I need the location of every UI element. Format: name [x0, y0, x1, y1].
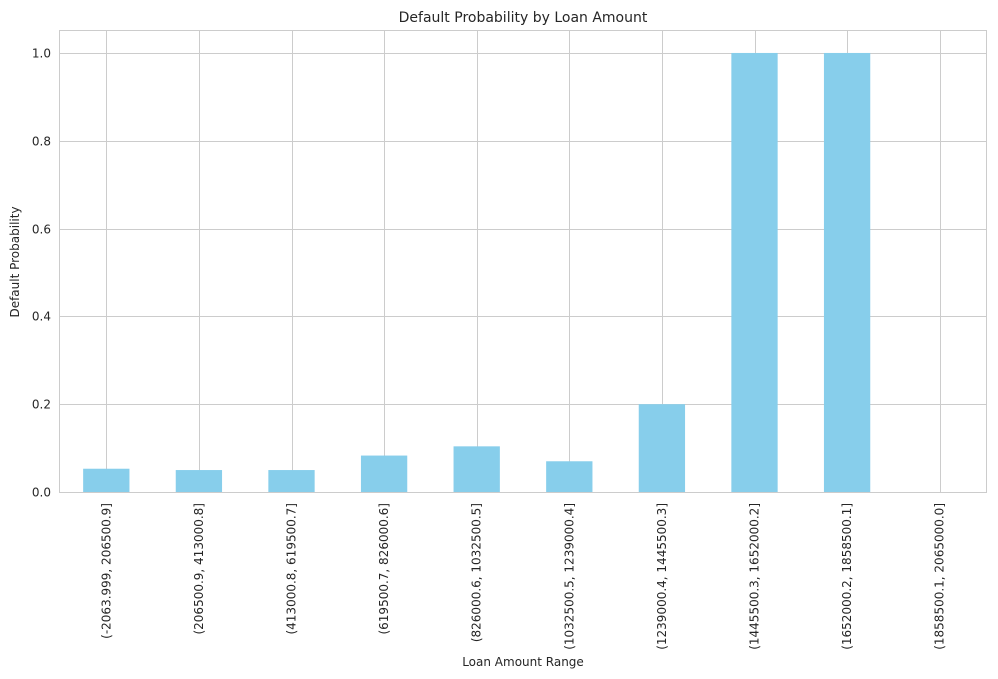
plot-frame [59, 30, 987, 493]
y-tick-labels: 0.0 0.2 0.4 0.6 0.8 1.0 [32, 47, 51, 500]
x-axis-label: Loan Amount Range [462, 655, 584, 669]
chart-title: Default Probability by Loan Amount [399, 10, 648, 26]
bar [175, 470, 223, 492]
y-tick-label: 0.2 [32, 398, 51, 412]
y-tick-label: 0.4 [32, 310, 51, 324]
x-tick-label: (1858500.1, 2065000.0] [933, 503, 947, 650]
x-tick-label: (1652000.2, 1858500.1] [840, 503, 854, 650]
x-tick-label: (1445500.3, 1652000.2] [748, 503, 762, 650]
bar [638, 404, 686, 492]
bar [453, 446, 500, 492]
bar [546, 461, 593, 492]
x-tick-label: (206500.9, 413000.8] [192, 503, 206, 635]
y-tick-label: 0.6 [32, 223, 51, 237]
bar [360, 455, 408, 492]
x-tick-label: (413000.8, 619500.7] [285, 503, 299, 635]
y-axis-label: Default Probability [8, 206, 22, 317]
x-tick-labels: (-2063.999, 206500.9] (206500.9, 413000.8… [99, 503, 946, 650]
x-tick-label: (1032500.5, 1239000.4] [562, 503, 576, 650]
bar [823, 52, 871, 492]
x-tick-label: (-2063.999, 206500.9] [99, 503, 113, 639]
x-tick-label: (619500.7, 826000.6] [377, 503, 391, 635]
bar [268, 470, 315, 492]
y-tick-label: 1.0 [32, 47, 51, 61]
y-tick-label: 0.0 [32, 486, 51, 500]
bar [83, 468, 130, 492]
x-tick-label: (826000.6, 1032500.5] [470, 503, 484, 642]
bars [83, 52, 871, 492]
x-tick-label: (1239000.4, 1445500.3] [655, 503, 669, 650]
x-gridlines [106, 31, 941, 492]
bar [731, 52, 778, 492]
y-tick-label: 0.8 [32, 135, 51, 149]
